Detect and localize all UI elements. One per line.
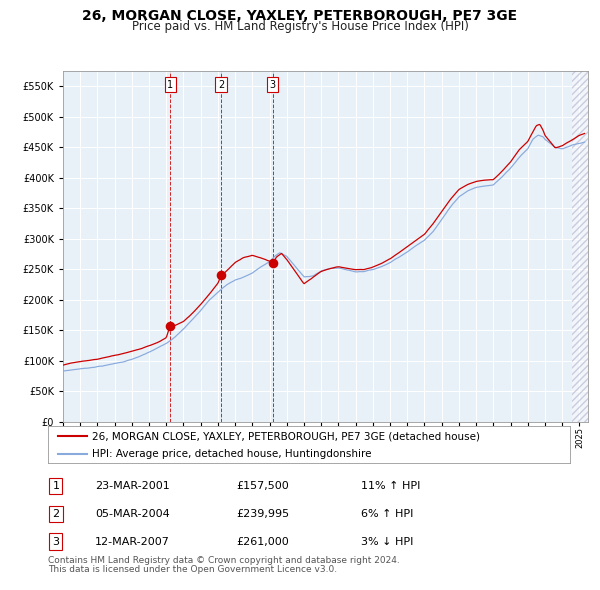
Text: £261,000: £261,000	[236, 536, 289, 546]
Text: 2: 2	[218, 80, 224, 90]
Text: Contains HM Land Registry data © Crown copyright and database right 2024.: Contains HM Land Registry data © Crown c…	[48, 556, 400, 565]
Point	[216, 271, 226, 280]
Text: This data is licensed under the Open Government Licence v3.0.: This data is licensed under the Open Gov…	[48, 565, 337, 574]
Text: 3% ↓ HPI: 3% ↓ HPI	[361, 536, 413, 546]
Text: 3: 3	[52, 536, 59, 546]
Text: 26, MORGAN CLOSE, YAXLEY, PETERBOROUGH, PE7 3GE: 26, MORGAN CLOSE, YAXLEY, PETERBOROUGH, …	[82, 9, 518, 24]
Text: 1: 1	[52, 481, 59, 491]
Text: 26, MORGAN CLOSE, YAXLEY, PETERBOROUGH, PE7 3GE (detached house): 26, MORGAN CLOSE, YAXLEY, PETERBOROUGH, …	[92, 431, 481, 441]
Point	[165, 321, 175, 330]
Text: £157,500: £157,500	[236, 481, 289, 491]
Text: 1: 1	[167, 80, 173, 90]
Text: 05-MAR-2004: 05-MAR-2004	[95, 509, 170, 519]
Text: 3: 3	[270, 80, 276, 90]
Text: 12-MAR-2007: 12-MAR-2007	[95, 536, 170, 546]
Point	[268, 258, 278, 267]
Bar	[572, 71, 588, 422]
Text: HPI: Average price, detached house, Huntingdonshire: HPI: Average price, detached house, Hunt…	[92, 449, 372, 459]
Text: £239,995: £239,995	[236, 509, 289, 519]
Text: 11% ↑ HPI: 11% ↑ HPI	[361, 481, 421, 491]
Text: 23-MAR-2001: 23-MAR-2001	[95, 481, 170, 491]
Text: 6% ↑ HPI: 6% ↑ HPI	[361, 509, 413, 519]
Text: 2: 2	[52, 509, 59, 519]
Text: Price paid vs. HM Land Registry's House Price Index (HPI): Price paid vs. HM Land Registry's House …	[131, 20, 469, 33]
